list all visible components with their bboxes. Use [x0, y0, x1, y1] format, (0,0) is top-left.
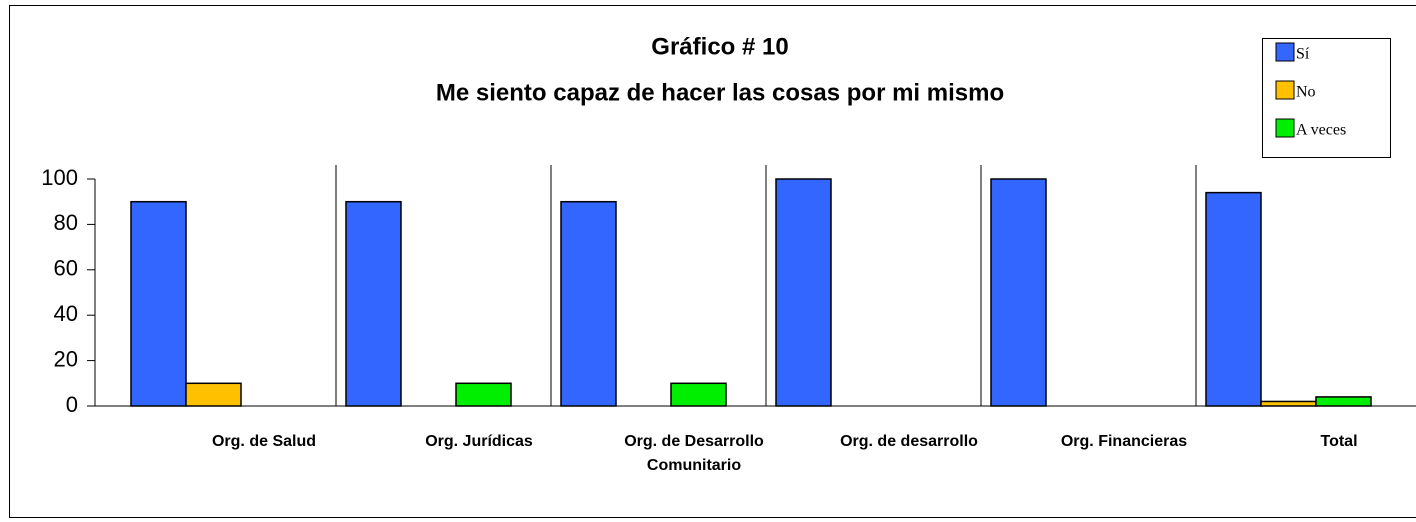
bar: [990, 178, 1047, 407]
legend-swatch: [1275, 80, 1295, 100]
y-tick-label: 80: [54, 210, 78, 235]
y-tick-label: 20: [54, 346, 78, 371]
y-tick-label: 60: [54, 256, 78, 281]
bar: [670, 382, 727, 407]
bar: [130, 200, 187, 407]
bar: [1260, 400, 1317, 407]
x-tick-label: Org. de desarrollo: [840, 433, 978, 450]
y-tick-label: 0: [66, 392, 78, 417]
legend-label: Sí: [1296, 46, 1310, 63]
x-tick-label: Org. Jurídicas: [425, 433, 533, 450]
bar: [1205, 191, 1262, 407]
bar: [775, 178, 832, 407]
chart-border: [9, 5, 1416, 518]
bar: [345, 200, 402, 407]
bar: [1315, 396, 1372, 407]
legend-label: No: [1296, 84, 1316, 101]
y-tick-label: 100: [41, 165, 78, 190]
chart-title: Gráfico # 10: [651, 33, 788, 60]
bar: [455, 382, 512, 407]
bar: [560, 200, 617, 407]
legend-swatch: [1275, 42, 1295, 62]
legend-label: A veces: [1296, 122, 1346, 139]
x-tick-label: Org. de Salud: [211, 433, 316, 450]
bar: [185, 382, 242, 407]
chart-subtitle: Me siento capaz de hacer las cosas por m…: [436, 79, 1004, 106]
x-tick-label: Org. Financieras: [1060, 433, 1188, 450]
y-tick-label: 40: [54, 301, 78, 326]
x-tick-label: Org. de Desarrollo Comunitario: [624, 433, 764, 474]
legend-swatch: [1275, 118, 1295, 138]
x-tick-label: Total: [1320, 433, 1358, 450]
